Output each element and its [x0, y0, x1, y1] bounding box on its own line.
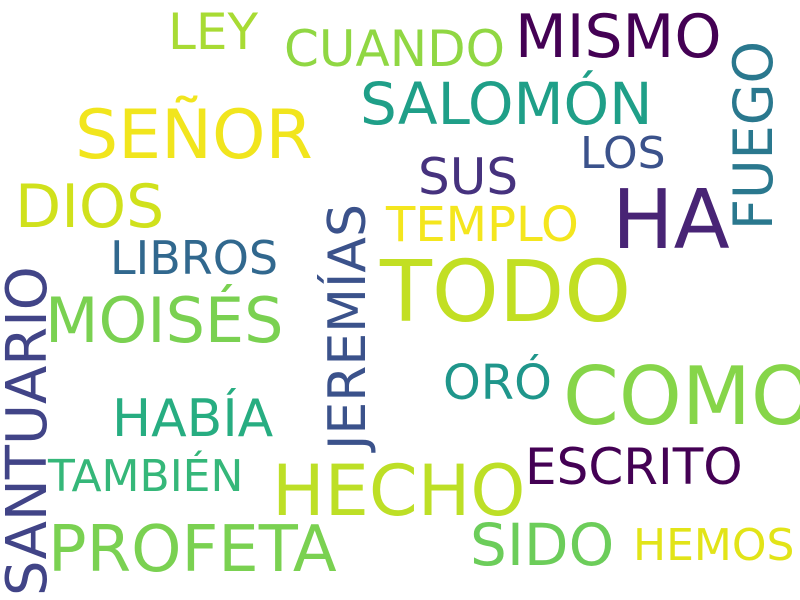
word-hecho: HECHO — [272, 450, 526, 532]
word-ha: HA — [612, 173, 730, 268]
word-libros: LIBROS — [110, 231, 279, 285]
word-todo: TODO — [380, 243, 632, 342]
word-salomon: SALOMÓN — [360, 70, 653, 138]
word-dios: DIOS — [15, 172, 165, 242]
word-profeta: PROFETA — [48, 513, 337, 587]
word-sus: SUS — [418, 148, 519, 206]
word-escrito: ESCRITO — [525, 438, 743, 496]
word-oro: ORÓ — [443, 355, 552, 411]
word-santuario: SANTUARIO — [0, 266, 60, 596]
word-ley: LEY — [168, 3, 258, 61]
word-jeremias: JEREMÍAS — [318, 204, 378, 450]
word-los: LOS — [580, 128, 666, 179]
word-fuego: FUEGO — [722, 40, 785, 230]
word-mismo: MISMO — [515, 2, 722, 72]
word-sido: SIDO — [470, 511, 615, 579]
word-tambien: TAMBIÉN — [48, 451, 244, 502]
word-como: COMO — [563, 350, 800, 443]
word-cuando: CUANDO — [284, 20, 505, 78]
word-senor: SEÑOR — [75, 96, 313, 175]
word-moises: MOISÉS — [45, 284, 284, 357]
word-templo: TEMPLO — [386, 197, 579, 253]
word-habia: HABÍA — [112, 389, 274, 449]
word-hemos: HEMOS — [633, 520, 795, 571]
